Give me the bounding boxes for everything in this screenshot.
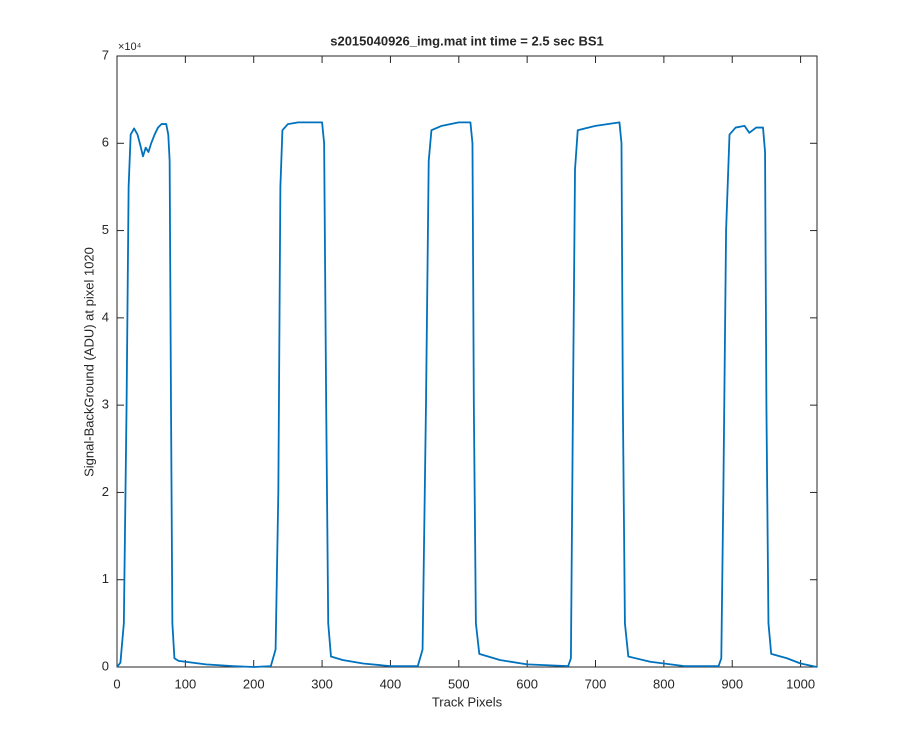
y-tick-label: 1 <box>102 571 109 586</box>
x-tick-label: 500 <box>448 676 470 691</box>
x-tick-label: 300 <box>311 676 333 691</box>
x-tick-label: 100 <box>175 676 197 691</box>
x-tick-label: 700 <box>585 676 607 691</box>
y-tick-label: 7 <box>102 47 109 62</box>
x-tick-label: 800 <box>653 676 675 691</box>
x-tick-label: 1000 <box>786 676 815 691</box>
x-tick-label: 600 <box>516 676 538 691</box>
y-tick-label: 0 <box>102 658 109 673</box>
chart-title: s2015040926_img.mat int time = 2.5 sec B… <box>330 33 604 48</box>
y-axis-label: Signal-BackGround (ADU) at pixel 1020 <box>81 247 96 477</box>
x-tick-label: 400 <box>380 676 402 691</box>
x-tick-label: 0 <box>113 676 120 691</box>
x-tick-label: 200 <box>243 676 265 691</box>
x-axis-label: Track Pixels <box>432 694 503 709</box>
plot-box <box>116 55 818 668</box>
data-line <box>116 121 818 668</box>
y-tick-label: 5 <box>102 222 109 237</box>
y-tick-label: 4 <box>102 309 109 324</box>
y-tick-label: 3 <box>102 397 109 412</box>
x-tick-label: 900 <box>721 676 743 691</box>
y-multiplier: ×10⁴ <box>118 41 142 53</box>
y-tick-label: 6 <box>102 135 109 150</box>
y-tick-label: 2 <box>102 484 109 499</box>
